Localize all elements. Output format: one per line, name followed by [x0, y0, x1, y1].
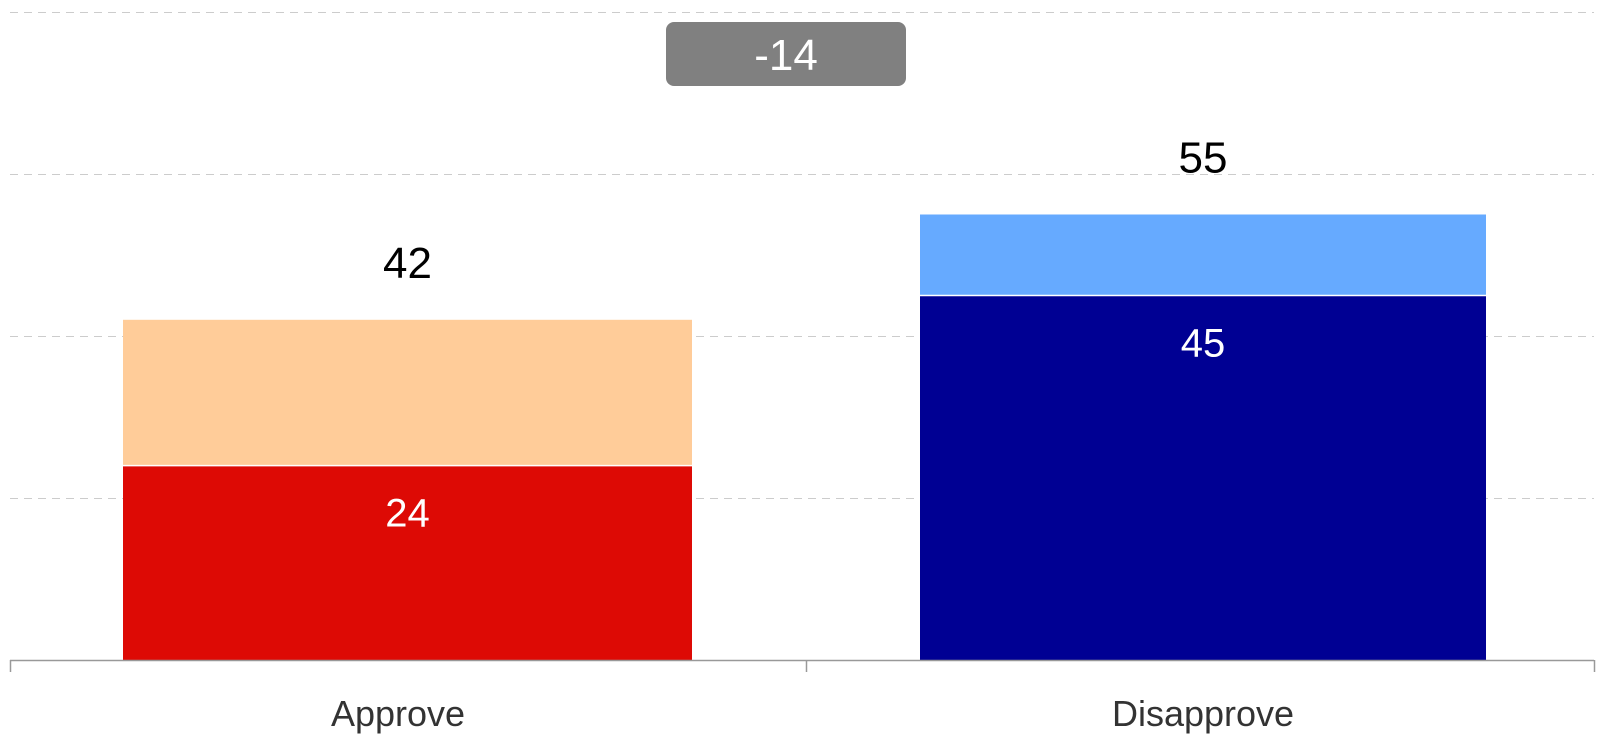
total-label: 55 [1179, 134, 1228, 183]
net-badge-background [666, 22, 906, 86]
bar-segment-somewhat [123, 319, 692, 466]
net-badge-value: -14 [754, 31, 818, 80]
bar-segment-somewhat [920, 214, 1486, 296]
category-label: Approve [331, 693, 465, 734]
data-labels: 42 24 55 45 [383, 134, 1227, 536]
bar-segment-strong [123, 465, 692, 660]
total-label: 42 [383, 239, 432, 288]
strong-label: 24 [385, 492, 430, 536]
bar-segment-strong [920, 295, 1486, 660]
category-label: Disapprove [1112, 693, 1294, 734]
x-axis: Approve Disapprove [9, 659, 1596, 734]
net-badge: -14 [666, 22, 906, 86]
bars [123, 214, 1486, 660]
strong-label: 45 [1181, 322, 1226, 366]
